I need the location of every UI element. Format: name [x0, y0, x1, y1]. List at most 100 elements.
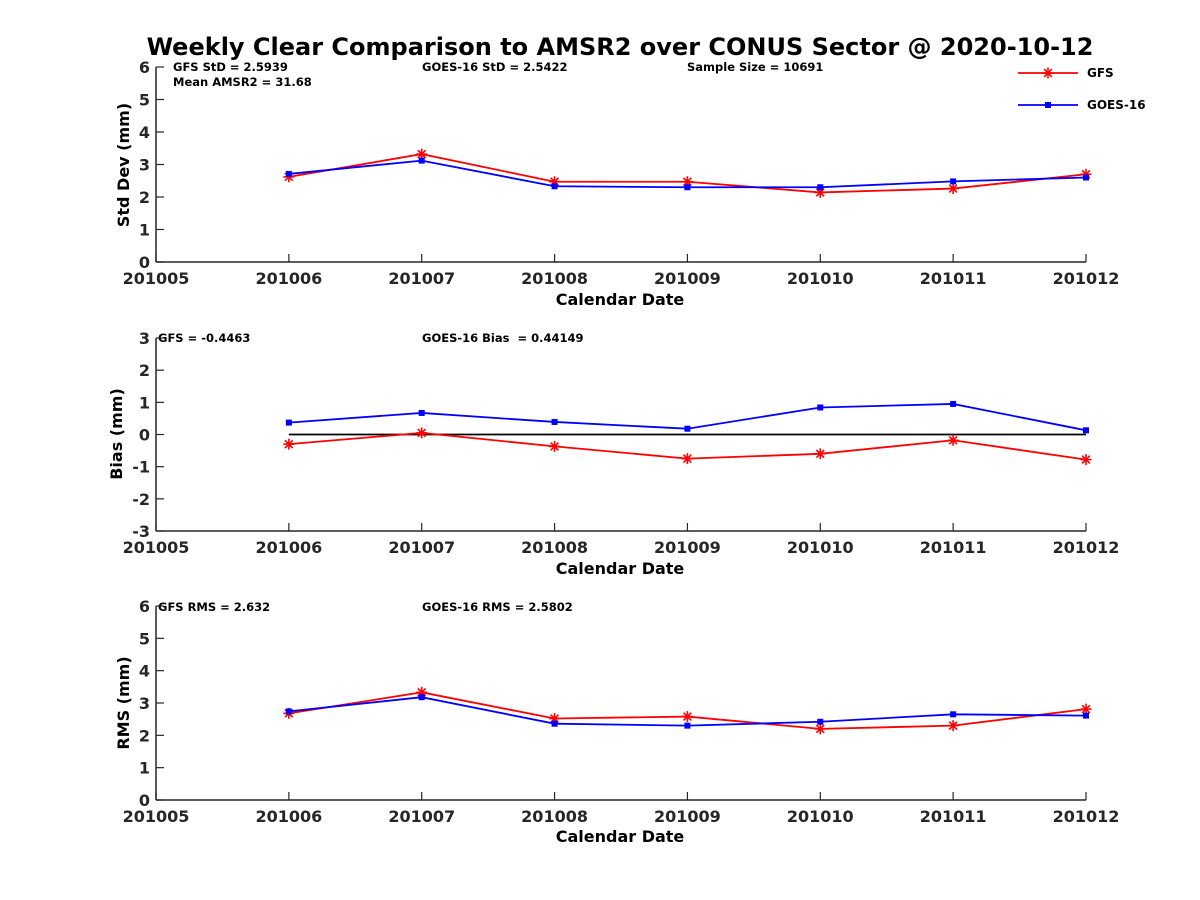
rms-goes16-point — [817, 718, 824, 725]
bias-gfs-point — [549, 440, 561, 452]
rms-x-tick-label: 201007 — [388, 807, 455, 826]
rms-x-tick-label: 201012 — [1053, 807, 1120, 826]
bias-y-tick-label: 2 — [139, 361, 150, 380]
std-dev-goes16-point — [1083, 174, 1089, 181]
figure-title: Weekly Clear Comparison to AMSR2 over CO… — [147, 33, 1094, 61]
std-dev-x-axis-label: Calendar Date — [556, 290, 685, 309]
legend-goes16-label: GOES-16 — [1087, 98, 1146, 112]
std-dev-y-tick-label: 6 — [139, 58, 150, 77]
rms-x-tick-label: 201006 — [255, 807, 322, 826]
bias-x-tick-label: 201011 — [920, 538, 987, 557]
std-dev-panel: GFS StD = 2.5939 Mean AMSR2 = 31.68 GOES… — [114, 58, 1119, 309]
rms-gfs-point — [814, 723, 826, 735]
bias-gfs-point — [416, 427, 428, 439]
rms-x-tick-label: 201005 — [123, 807, 190, 826]
bias-goes16-point — [1083, 427, 1089, 434]
std-dev-goes16-point — [950, 178, 957, 185]
rms-goes16-point — [950, 711, 957, 718]
std-dev-goes16-point — [551, 183, 558, 190]
std-dev-y-tick-label: 2 — [139, 188, 150, 207]
std-dev-x-tick-label: 201009 — [654, 269, 721, 288]
rms-y-tick-label: 4 — [139, 662, 150, 681]
bias-goes16-point — [418, 409, 425, 416]
rms-panel: GFS RMS = 2.632 GOES-16 RMS = 2.5802 Cal… — [114, 597, 1119, 846]
rms-goes16-point — [418, 694, 425, 701]
rms-goes16-point — [285, 708, 292, 715]
std-dev-goes16-point — [418, 157, 425, 164]
rms-y-tick-label: 5 — [139, 629, 150, 648]
bias-x-tick-label: 201005 — [123, 538, 190, 557]
bias-y-axis-label: Bias (mm) — [107, 388, 126, 480]
bias-gfs-annotation: GFS = -0.4463 — [158, 331, 250, 345]
legend-gfs-label: GFS — [1087, 66, 1114, 80]
bias-y-tick-label: 1 — [139, 393, 150, 412]
rms-y-axis-label: RMS (mm) — [114, 656, 133, 749]
rms-x-tick-label: 201011 — [920, 807, 987, 826]
bias-x-tick-label: 201008 — [521, 538, 588, 557]
std-dev-y-tick-label: 3 — [139, 156, 150, 175]
bias-gfs-point — [681, 453, 693, 465]
rms-y-tick-label: 0 — [139, 791, 150, 810]
std-dev-x-tick-label: 201011 — [920, 269, 987, 288]
std-dev-y-tick-label: 5 — [139, 91, 150, 110]
bias-y-tick-label: 3 — [139, 329, 150, 348]
bias-y-tick-label: -2 — [132, 490, 150, 509]
bias-goes16-annotation: GOES-16 Bias = 0.44149 — [422, 331, 583, 345]
bias-gfs-point — [947, 434, 959, 446]
rms-gfs-point — [947, 720, 959, 732]
bias-x-tick-label: 201012 — [1053, 538, 1120, 557]
std-dev-gfs-point — [947, 183, 959, 195]
rms-goes16-point — [1083, 712, 1089, 719]
rms-gfs-annotation: GFS RMS = 2.632 — [158, 600, 270, 614]
bias-goes16-point — [684, 425, 691, 432]
bias-gfs-point — [814, 448, 826, 460]
std-dev-y-tick-label: 0 — [139, 253, 150, 272]
bias-y-tick-label: 0 — [139, 426, 150, 445]
rms-goes16-point — [551, 720, 558, 727]
std-dev-x-tick-label: 201008 — [521, 269, 588, 288]
std-dev-y-axis-label: Std Dev (mm) — [114, 103, 133, 227]
std-dev-y-tick-label: 4 — [139, 123, 150, 142]
bias-gfs-point — [1080, 454, 1092, 466]
rms-x-tick-label: 201009 — [654, 807, 721, 826]
mean-amsr2-annotation: Mean AMSR2 = 31.68 — [173, 75, 312, 89]
bias-x-axis-label: Calendar Date — [556, 559, 685, 578]
legend-gfs-asterisk — [1042, 67, 1054, 79]
std-dev-x-tick-label: 201006 — [255, 269, 322, 288]
legend-goes16-marker — [1045, 102, 1051, 108]
std-dev-x-tick-label: 201005 — [123, 269, 190, 288]
bias-goes16-point — [551, 418, 558, 425]
bias-goes16-point — [950, 400, 957, 407]
rms-x-axis-label: Calendar Date — [556, 827, 685, 846]
std-dev-y-tick-label: 1 — [139, 221, 150, 240]
rms-x-tick-label: 201008 — [521, 807, 588, 826]
bias-gfs-point — [283, 438, 295, 450]
rms-goes16-annotation: GOES-16 RMS = 2.5802 — [422, 600, 573, 614]
rms-y-tick-label: 1 — [139, 759, 150, 778]
rms-gfs-point — [681, 711, 693, 723]
rms-y-tick-label: 2 — [139, 726, 150, 745]
bias-x-tick-label: 201007 — [388, 538, 455, 557]
bias-x-tick-label: 201006 — [255, 538, 322, 557]
bias-goes16-point — [285, 419, 292, 426]
bias-x-tick-label: 201010 — [787, 538, 854, 557]
rms-goes16-point — [684, 722, 691, 729]
std-dev-x-tick-label: 201007 — [388, 269, 455, 288]
std-dev-goes16-annotation: GOES-16 StD = 2.5422 — [422, 60, 567, 74]
std-dev-goes16-point — [684, 184, 691, 191]
legend-gfs-marker — [1042, 67, 1054, 79]
rms-x-tick-label: 201010 — [787, 807, 854, 826]
rms-y-tick-label: 3 — [139, 694, 150, 713]
bias-y-tick-label: -1 — [132, 458, 150, 477]
sample-size-annotation: Sample Size = 10691 — [687, 60, 823, 74]
std-dev-gfs-point — [416, 148, 428, 160]
bias-x-tick-label: 201009 — [654, 538, 721, 557]
std-dev-goes16-point — [285, 170, 292, 177]
legend: GFS GOES-16 — [1018, 66, 1146, 112]
std-dev-x-tick-label: 201012 — [1053, 269, 1120, 288]
rms-y-tick-label: 6 — [139, 597, 150, 616]
rms-gfs-point — [1080, 703, 1092, 715]
std-dev-x-tick-label: 201010 — [787, 269, 854, 288]
std-dev-goes16-point — [817, 184, 824, 191]
